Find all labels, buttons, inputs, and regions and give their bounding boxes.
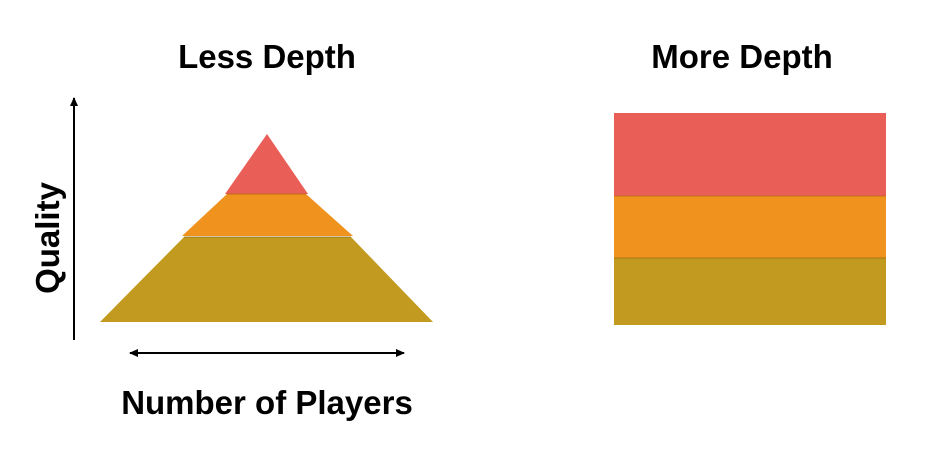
pyramid-middle-layer: [182, 194, 353, 236]
block-bottom-layer: [614, 258, 886, 325]
block-top-layer: [614, 113, 886, 196]
pyramid-top-layer: [225, 134, 308, 194]
more-depth-title: More Depth: [651, 38, 833, 75]
stacked-blocks: [614, 113, 886, 325]
less-depth-title: Less Depth: [178, 38, 356, 75]
block-middle-layer: [614, 196, 886, 258]
x-axis-label: Number of Players: [121, 384, 413, 421]
pyramid: [100, 134, 433, 322]
pyramid-bottom-layer: [100, 237, 433, 322]
